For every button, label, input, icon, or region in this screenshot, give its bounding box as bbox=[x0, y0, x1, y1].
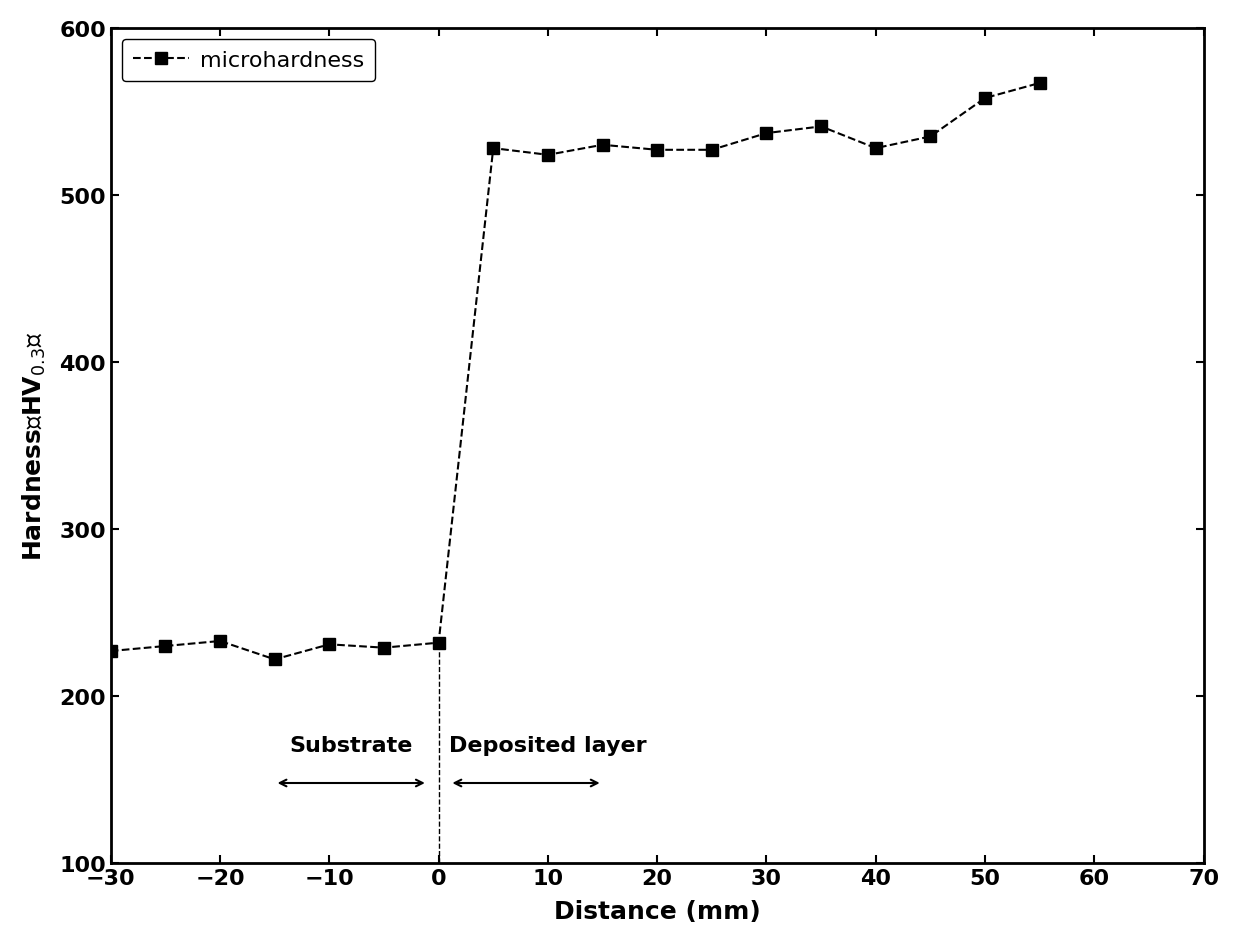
Text: Substrate: Substrate bbox=[289, 734, 413, 755]
Legend: microhardness: microhardness bbox=[122, 40, 374, 82]
microhardness bbox=[704, 145, 719, 157]
microhardness bbox=[268, 654, 283, 666]
Y-axis label: Hardness（HV$_{0.3}$）: Hardness（HV$_{0.3}$） bbox=[21, 331, 48, 561]
microhardness bbox=[1032, 78, 1047, 90]
Line: microhardness: microhardness bbox=[105, 78, 1045, 666]
microhardness bbox=[923, 131, 937, 143]
microhardness bbox=[486, 143, 501, 155]
X-axis label: Distance (mm): Distance (mm) bbox=[554, 900, 760, 923]
microhardness bbox=[377, 642, 392, 653]
microhardness bbox=[868, 143, 883, 155]
microhardness bbox=[157, 641, 172, 652]
microhardness bbox=[322, 639, 337, 650]
Text: Deposited layer: Deposited layer bbox=[449, 734, 647, 755]
microhardness bbox=[759, 128, 774, 140]
microhardness bbox=[813, 122, 828, 133]
microhardness bbox=[432, 637, 446, 649]
microhardness bbox=[595, 140, 610, 151]
microhardness bbox=[650, 145, 665, 157]
microhardness bbox=[103, 646, 118, 657]
microhardness bbox=[212, 635, 227, 647]
microhardness bbox=[541, 150, 556, 161]
microhardness bbox=[977, 93, 992, 105]
